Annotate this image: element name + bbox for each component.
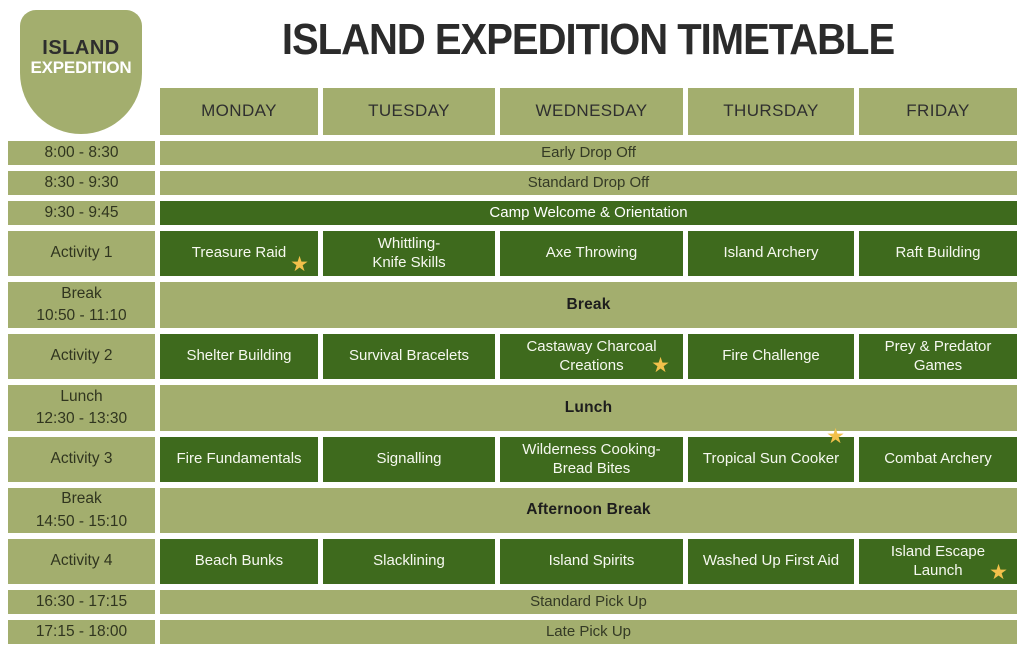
logo-line2: EXPEDITION (30, 57, 132, 77)
time-label-activity-2: Activity 2 (8, 334, 155, 379)
island-expedition-logo: ISLAND EXPEDITION (20, 10, 142, 134)
activity-cell-axe-throwing: Axe Throwing (500, 231, 683, 276)
band-standard-pick-up: Standard Pick Up (160, 590, 1017, 614)
activity-cell-whittling-knife-skills: Whittling- Knife Skills (323, 231, 495, 276)
day-header-thursday: THURSDAY (688, 88, 854, 135)
band-afternoon-break: Afternoon Break (160, 488, 1017, 533)
empty-corner-cell (8, 88, 155, 135)
time-label-activity-1: Activity 1 (8, 231, 155, 276)
activity-cell-fire-challenge: Fire Challenge (688, 334, 854, 379)
time-label-activity-3: Activity 3 (8, 437, 155, 482)
activity-cell-beach-bunks: Beach Bunks (160, 539, 318, 584)
day-header-friday: FRIDAY (859, 88, 1017, 135)
time-label-lunch: Lunch 12:30 - 13:30 (8, 385, 155, 431)
activity-cell-wilderness-cooking-bread-bites: Wilderness Cooking- Bread Bites (500, 437, 683, 482)
activity-cell-island-spirits: Island Spirits (500, 539, 683, 584)
band-morning-break: Break (160, 282, 1017, 328)
star-icon: ★ (989, 561, 1008, 584)
page-title: ISLAND EXPEDITION TIMETABLE (281, 16, 895, 64)
activity-cell-island-archery: Island Archery (688, 231, 854, 276)
activity-label: Tropical Sun Cooker (702, 450, 840, 468)
band-late-pick-up: Late Pick Up (160, 620, 1017, 644)
activity-cell-signalling: Signalling (323, 437, 495, 482)
day-header-wednesday: WEDNESDAY (500, 88, 683, 135)
time-label: 9:30 - 9:45 (8, 201, 155, 225)
band-lunch: Lunch (160, 385, 1017, 431)
activity-cell-prey-predator-games: Prey & Predator Games (859, 334, 1017, 379)
activity-cell-fire-fundamentals: Fire Fundamentals (160, 437, 318, 482)
time-label-activity-4: Activity 4 (8, 539, 155, 584)
star-icon: ★ (290, 253, 309, 276)
activity-label: Island Escape Launch (890, 542, 986, 579)
time-label: 8:00 - 8:30 (8, 141, 155, 165)
time-label: 8:30 - 9:30 (8, 171, 155, 195)
day-header-monday: MONDAY (160, 88, 318, 135)
activity-cell-combat-archery: Combat Archery (859, 437, 1017, 482)
time-label-afternoon-break: Break 14:50 - 15:10 (8, 488, 155, 533)
time-label: 17:15 - 18:00 (8, 620, 155, 644)
activity-cell-tropical-sun-cooker: Tropical Sun Cooker ★ (688, 426, 854, 482)
activity-cell-castaway-charcoal-creations: Castaway Charcoal Creations ★ (500, 334, 683, 379)
timetable-grid: MONDAY TUESDAY WEDNESDAY THURSDAY FRIDAY… (8, 88, 1017, 644)
activity-cell-treasure-raid: Treasure Raid ★ (160, 231, 318, 276)
activity-label: Treasure Raid (191, 244, 287, 262)
band-standard-drop-off: Standard Drop Off (160, 171, 1017, 195)
activity-cell-slacklining: Slacklining (323, 539, 495, 584)
activity-cell-raft-building: Raft Building (859, 231, 1017, 276)
logo-line1: ISLAND (42, 36, 120, 59)
activity-label: Castaway Charcoal Creations (526, 337, 657, 374)
time-label: 16:30 - 17:15 (8, 590, 155, 614)
activity-cell-survival-bracelets: Survival Bracelets (323, 334, 495, 379)
activity-cell-shelter-building: Shelter Building (160, 334, 318, 379)
time-label-morning-break: Break 10:50 - 11:10 (8, 282, 155, 328)
activity-cell-island-escape-launch: Island Escape Launch ★ (859, 539, 1017, 584)
band-camp-welcome: Camp Welcome & Orientation (160, 201, 1017, 225)
band-early-drop-off: Early Drop Off (160, 141, 1017, 165)
activity-cell-washed-up-first-aid: Washed Up First Aid (688, 539, 854, 584)
day-header-tuesday: TUESDAY (323, 88, 495, 135)
